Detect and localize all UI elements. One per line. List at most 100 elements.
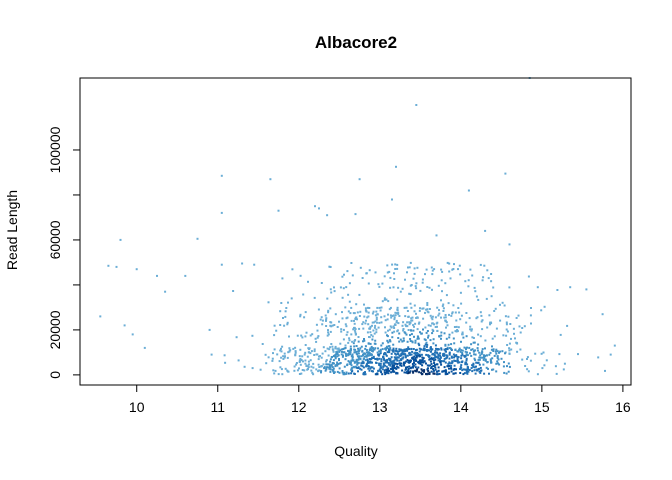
- data-point: [337, 354, 340, 357]
- data-point: [304, 344, 307, 346]
- data-point: [402, 337, 405, 340]
- data-point: [409, 334, 411, 337]
- data-point: [485, 297, 488, 300]
- data-point: [431, 315, 434, 318]
- data-point: [396, 363, 399, 365]
- data-point: [364, 307, 367, 310]
- data-point: [337, 363, 340, 365]
- data-point: [413, 335, 415, 338]
- data-point: [184, 274, 187, 277]
- data-point: [364, 322, 367, 325]
- data-point: [350, 367, 353, 370]
- data-point: [415, 355, 418, 357]
- data-point: [487, 277, 490, 280]
- data-point: [273, 324, 276, 327]
- data-point: [400, 364, 403, 367]
- data-point: [305, 365, 308, 367]
- data-point: [349, 353, 352, 356]
- data-point: [362, 361, 365, 364]
- data-point: [456, 358, 459, 361]
- data-point: [357, 352, 360, 355]
- data-point: [344, 323, 347, 326]
- data-point: [381, 300, 384, 303]
- data-point: [411, 316, 414, 319]
- data-point: [367, 342, 370, 345]
- data-point: [392, 325, 395, 328]
- data-point: [384, 373, 387, 376]
- data-point: [421, 369, 424, 372]
- data-point: [299, 357, 302, 360]
- data-point: [392, 350, 395, 353]
- data-point: [378, 350, 381, 353]
- data-point: [446, 365, 449, 368]
- data-point: [466, 369, 469, 372]
- data-point: [471, 336, 474, 339]
- data-point: [435, 234, 438, 237]
- data-point: [431, 332, 434, 335]
- data-point: [478, 358, 481, 361]
- data-point: [370, 354, 373, 357]
- data-point: [300, 359, 303, 361]
- data-point: [526, 358, 528, 360]
- data-point: [384, 353, 387, 356]
- data-point: [501, 350, 504, 353]
- data-point: [455, 368, 457, 371]
- data-point: [465, 321, 468, 324]
- data-point: [460, 314, 463, 317]
- data-point: [452, 372, 455, 375]
- data-point: [388, 308, 391, 311]
- data-point: [353, 366, 356, 369]
- data-point: [491, 337, 494, 340]
- data-point: [329, 288, 332, 291]
- data-point: [489, 360, 492, 362]
- data-point: [386, 264, 389, 267]
- data-point: [440, 348, 443, 351]
- data-point: [337, 349, 340, 352]
- data-point: [381, 282, 384, 285]
- data-point: [361, 350, 364, 353]
- data-point: [465, 371, 468, 374]
- data-point: [288, 335, 290, 338]
- data-point: [334, 345, 337, 348]
- data-point: [281, 345, 284, 348]
- data-point: [504, 352, 506, 355]
- data-point: [415, 104, 418, 106]
- data-point: [505, 334, 508, 337]
- data-point: [491, 345, 493, 348]
- data-point: [347, 353, 350, 355]
- data-point: [353, 312, 356, 315]
- data-point: [338, 371, 341, 374]
- data-point: [409, 340, 412, 342]
- data-point: [461, 353, 464, 356]
- data-point: [327, 354, 330, 357]
- data-point: [391, 198, 393, 201]
- data-point: [457, 268, 459, 271]
- data-point: [419, 331, 421, 334]
- data-point: [409, 261, 412, 264]
- data-point: [486, 361, 489, 364]
- data-point: [418, 347, 421, 350]
- data-point: [486, 269, 489, 272]
- data-point: [331, 356, 334, 358]
- data-point: [332, 359, 335, 362]
- data-point: [371, 350, 374, 352]
- data-point: [484, 358, 487, 361]
- data-point: [422, 361, 425, 364]
- data-point: [456, 330, 459, 333]
- data-point: [385, 348, 388, 351]
- data-point: [329, 370, 332, 373]
- data-point: [383, 297, 386, 300]
- data-point: [437, 348, 440, 351]
- data-point: [401, 369, 404, 372]
- data-point: [374, 271, 377, 274]
- data-point: [481, 319, 484, 322]
- data-point: [404, 323, 407, 326]
- data-point: [407, 361, 410, 364]
- data-point: [367, 311, 370, 314]
- data-point: [320, 371, 322, 374]
- data-point: [374, 347, 377, 350]
- data-point: [438, 372, 441, 375]
- data-point: [406, 271, 408, 274]
- data-point: [367, 351, 370, 354]
- data-point: [115, 265, 118, 268]
